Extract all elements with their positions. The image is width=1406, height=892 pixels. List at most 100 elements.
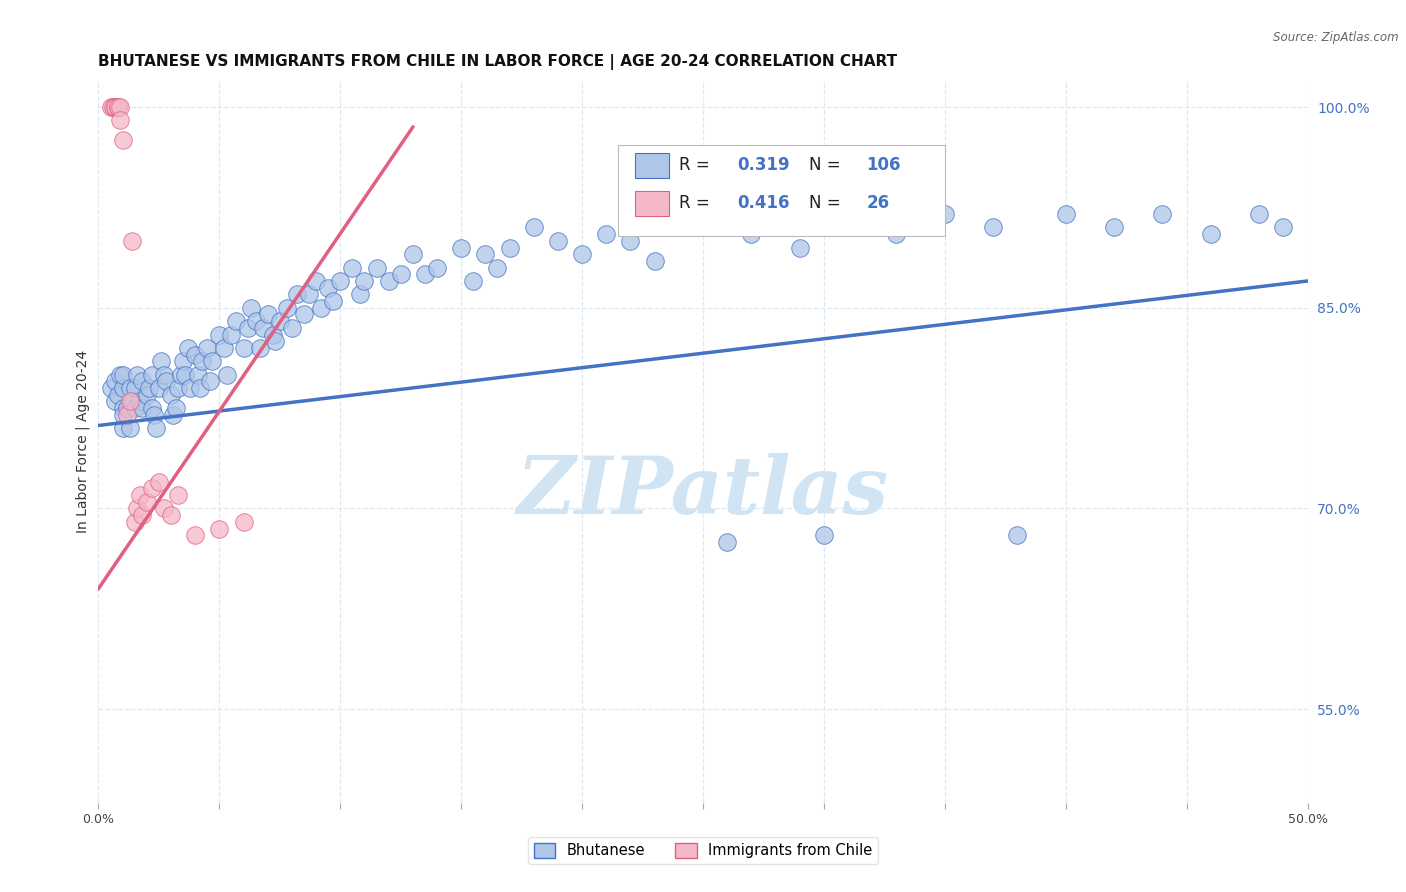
Point (837, 214, 859, 228)
Point (141, 482, 163, 496)
Point (135, 495, 157, 509)
Point (450, 241, 472, 255)
Point (124, 381, 146, 395)
Point (252, 321, 274, 335)
Point (276, 301, 298, 315)
Point (108, 113, 131, 128)
Point (1152, 207, 1174, 221)
Point (107, 387, 129, 401)
Point (100, 100, 122, 114)
Point (148, 475, 170, 489)
Point (740, 227, 762, 241)
Point (131, 508, 153, 523)
Point (353, 274, 375, 288)
Point (191, 354, 214, 368)
Point (309, 301, 332, 315)
Point (101, 100, 124, 114)
Point (298, 287, 321, 301)
FancyBboxPatch shape (636, 153, 669, 178)
Text: R =: R = (679, 194, 714, 212)
Point (281, 321, 304, 335)
Point (201, 354, 224, 368)
Point (232, 341, 254, 355)
Text: BHUTANESE VS IMMIGRANTS FROM CHILE IN LABOR FORCE | AGE 20-24 CORRELATION CHART: BHUTANESE VS IMMIGRANTS FROM CHILE IN LA… (98, 54, 897, 70)
Point (128, 488, 150, 502)
Point (198, 375, 221, 389)
Point (118, 394, 141, 409)
Point (232, 515, 254, 529)
Point (571, 247, 593, 261)
Point (329, 274, 352, 288)
Point (342, 260, 364, 275)
Point (349, 287, 371, 301)
Point (184, 528, 207, 542)
Point (121, 234, 143, 248)
Point (141, 401, 163, 416)
Point (152, 501, 174, 516)
Point (104, 394, 127, 409)
Point (100, 381, 122, 395)
Point (547, 234, 569, 248)
Point (249, 341, 271, 355)
Point (143, 408, 166, 422)
Point (111, 401, 134, 416)
Point (238, 321, 260, 335)
Point (118, 421, 141, 435)
Text: 0.319: 0.319 (737, 156, 790, 174)
Point (215, 368, 238, 382)
Point (111, 134, 134, 148)
Point (131, 401, 153, 416)
Point (162, 408, 184, 422)
Point (160, 508, 183, 523)
FancyBboxPatch shape (619, 145, 945, 235)
Point (121, 394, 143, 409)
Point (108, 100, 131, 114)
Text: Source: ZipAtlas.com: Source: ZipAtlas.com (1274, 31, 1399, 45)
Point (486, 260, 509, 275)
Point (285, 287, 308, 301)
Point (111, 408, 134, 422)
Point (111, 381, 134, 395)
Point (108, 368, 131, 382)
Point (316, 281, 339, 295)
Point (128, 394, 150, 409)
Point (692, 220, 714, 235)
Point (111, 368, 134, 382)
Point (221, 327, 243, 342)
Text: 26: 26 (866, 194, 890, 212)
Point (155, 375, 177, 389)
Point (498, 241, 520, 255)
Point (179, 381, 201, 395)
Point (269, 314, 291, 328)
Point (174, 368, 197, 382)
Point (716, 534, 738, 549)
Point (104, 100, 127, 114)
Point (245, 314, 267, 328)
Point (195, 341, 218, 355)
Point (523, 220, 546, 235)
Point (127, 368, 149, 382)
Point (104, 100, 127, 114)
Point (377, 274, 399, 288)
Point (167, 381, 190, 395)
FancyBboxPatch shape (636, 191, 669, 216)
Point (145, 421, 167, 435)
Point (389, 268, 412, 282)
Point (208, 327, 231, 342)
Point (148, 381, 170, 395)
Point (111, 421, 134, 435)
Point (402, 247, 425, 261)
Point (117, 401, 139, 416)
Point (463, 274, 485, 288)
Point (135, 387, 157, 401)
Text: 106: 106 (866, 156, 901, 174)
Point (644, 253, 666, 268)
Point (981, 220, 1004, 235)
Point (789, 241, 811, 255)
Text: ZIPatlas: ZIPatlas (517, 453, 889, 531)
Point (595, 227, 617, 241)
Point (169, 368, 191, 382)
Point (413, 268, 436, 282)
Point (1249, 207, 1271, 221)
Point (426, 260, 449, 275)
